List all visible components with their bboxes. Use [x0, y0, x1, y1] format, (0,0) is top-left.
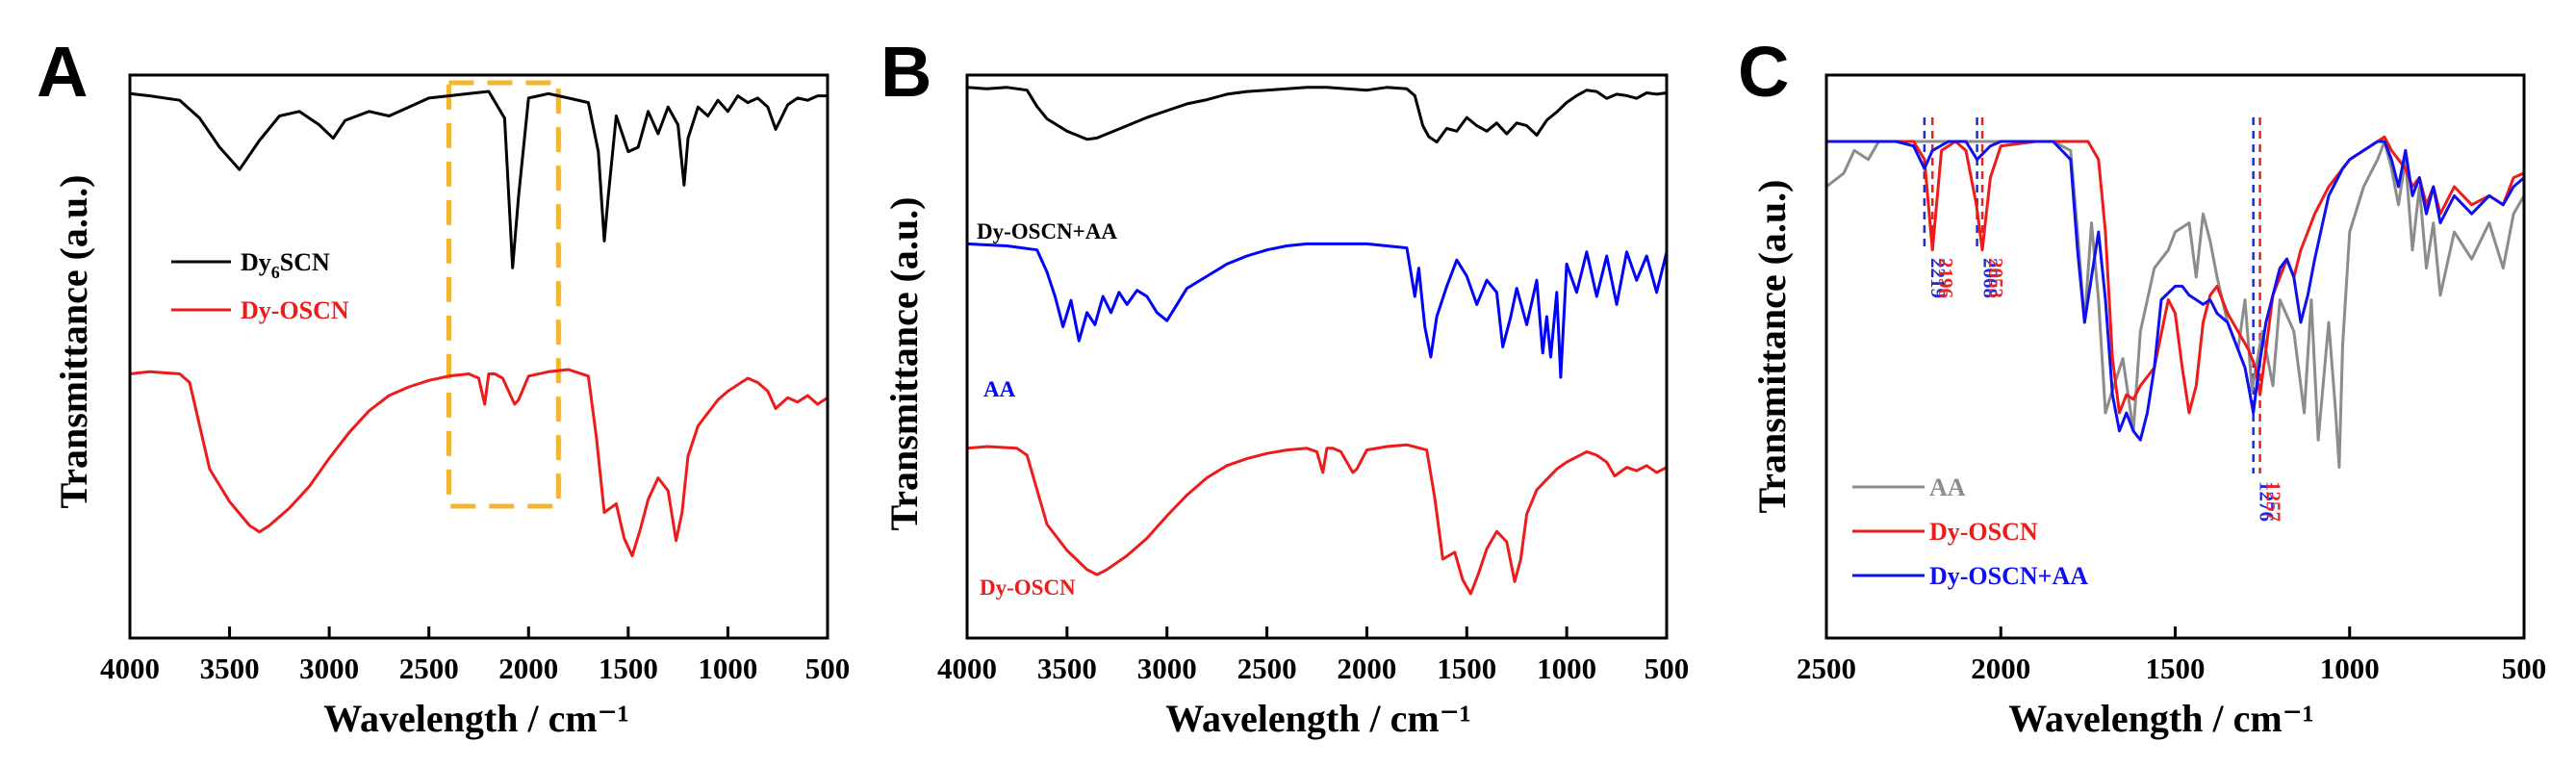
legend-label-dy-oscn-aa-c: Dy-OSCN+AA — [1929, 562, 2088, 590]
legend-label-dy-oscn: Dy-OSCN — [241, 296, 349, 324]
panel-a-x-tick-label: 4000 — [100, 652, 160, 685]
panel-c-x-tick-label: 1500 — [2146, 652, 2206, 685]
panel-c-x-tick-label: 500 — [2502, 652, 2547, 685]
panel-b-plot: 4000 3500 3000 2500 2000 1500 1000 500 — [937, 86, 1690, 685]
panel-c-x-tick-label: 2000 — [1971, 652, 2030, 685]
panel-a-x-tick-label: 2500 — [399, 652, 459, 685]
panel-c-y-axis-title: Transmittance (a.u.) — [1750, 180, 1794, 514]
panel-b-series-dy-oscn-aa — [966, 86, 1668, 144]
series-label-dy-oscn: Dy-OSCN — [980, 575, 1076, 600]
series-label-dy-oscn-aa: Dy-OSCN+AA — [977, 219, 1117, 243]
panel-a-series-dy6scn — [129, 89, 828, 269]
panel-b-y-axis-title: Transmittance (a.u.) — [882, 197, 926, 531]
panel-b-x-tick-label: 4000 — [937, 652, 997, 685]
panel-a-x-tick-label: 3000 — [299, 652, 359, 685]
highlight-box — [446, 80, 561, 509]
legend-label-dy6scn: Dy6SCN — [241, 248, 330, 282]
peak-label-2068: 2068 — [1979, 258, 2002, 298]
panel-a-series-dy-oscn — [129, 368, 829, 557]
series-label-aa: AA — [983, 377, 1016, 401]
peak-label-2053: 2053 — [1984, 258, 2007, 298]
panel-b-series-aa — [966, 242, 1669, 379]
panel-a-x-tick-label: 500 — [805, 652, 851, 685]
panel-b-series-dy-oscn — [966, 443, 1668, 596]
legend-dy6scn-sub: 6 — [271, 263, 280, 282]
panel-b-x-tick-label: 3000 — [1137, 652, 1197, 685]
panel-b-plot-frame — [965, 73, 1669, 640]
panel-c-x-axis-title: Wavelength / cm⁻¹ — [2008, 697, 2314, 740]
panel-a: A Transmittance (a.u.) Wavelength / cm⁻¹… — [37, 32, 850, 740]
peak-label-2196: 2196 — [1934, 258, 1957, 298]
panel-c-x-tick-label: 2500 — [1797, 652, 1856, 685]
panel-a-x-tick-label: 2000 — [498, 652, 558, 685]
panel-a-plot: 4000 3500 3000 2500 2000 1500 1000 500 — [100, 80, 851, 685]
panel-b-x-tick-label: 1000 — [1537, 652, 1596, 685]
panel-b-x-axis-title: Wavelength / cm⁻¹ — [1165, 697, 1471, 740]
panel-c-plot-frame — [1824, 73, 2526, 640]
panel-a-plot-frame — [128, 73, 829, 640]
legend-dy6scn-main: Dy — [241, 248, 271, 276]
panel-c-legend: AA Dy-OSCN Dy-OSCN+AA — [1852, 473, 2088, 590]
panel-a-x-tick-label: 3500 — [200, 652, 260, 685]
panel-b-x-tick-label: 500 — [1645, 652, 1690, 685]
panel-a-y-axis-title: Transmittance (a.u.) — [52, 175, 95, 509]
panel-c: C Transmittance (a.u.) Wavelength / cm⁻¹… — [1738, 32, 2546, 740]
peak-label-2219: 2219 — [1926, 258, 1950, 298]
panel-b-x-tick-label: 1500 — [1437, 652, 1496, 685]
panel-letter-b: B — [880, 32, 931, 112]
panel-c-series-aa — [1825, 140, 2526, 469]
panel-a-x-tick-label: 1000 — [698, 652, 757, 685]
panel-c-x-tick-label: 1000 — [2320, 652, 2380, 685]
panel-b-x-tick-label: 2000 — [1337, 652, 1396, 685]
panel-a-legend: Dy6SCN Dy-OSCN — [171, 248, 349, 324]
panel-c-series-dy-oscn-aa — [1826, 140, 2525, 442]
panel-b-x-tick-label: 3500 — [1037, 652, 1097, 685]
panel-letter-c: C — [1738, 32, 1789, 112]
legend-label-aa: AA — [1929, 473, 1966, 501]
panel-a-x-tick-label: 1500 — [599, 652, 658, 685]
peak-label-1257: 1257 — [2262, 481, 2285, 522]
panel-a-x-axis-title: Wavelength / cm⁻¹ — [323, 697, 629, 740]
panel-b: B Transmittance (a.u.) Wavelength / cm⁻¹… — [880, 32, 1689, 740]
panel-b-x-tick-label: 2500 — [1237, 652, 1297, 685]
legend-label-dy-oscn-c: Dy-OSCN — [1929, 518, 2038, 546]
legend-dy6scn-rest: SCN — [280, 248, 330, 276]
peak-label-1276: 1276 — [2256, 481, 2279, 522]
panel-letter-a: A — [37, 32, 88, 112]
